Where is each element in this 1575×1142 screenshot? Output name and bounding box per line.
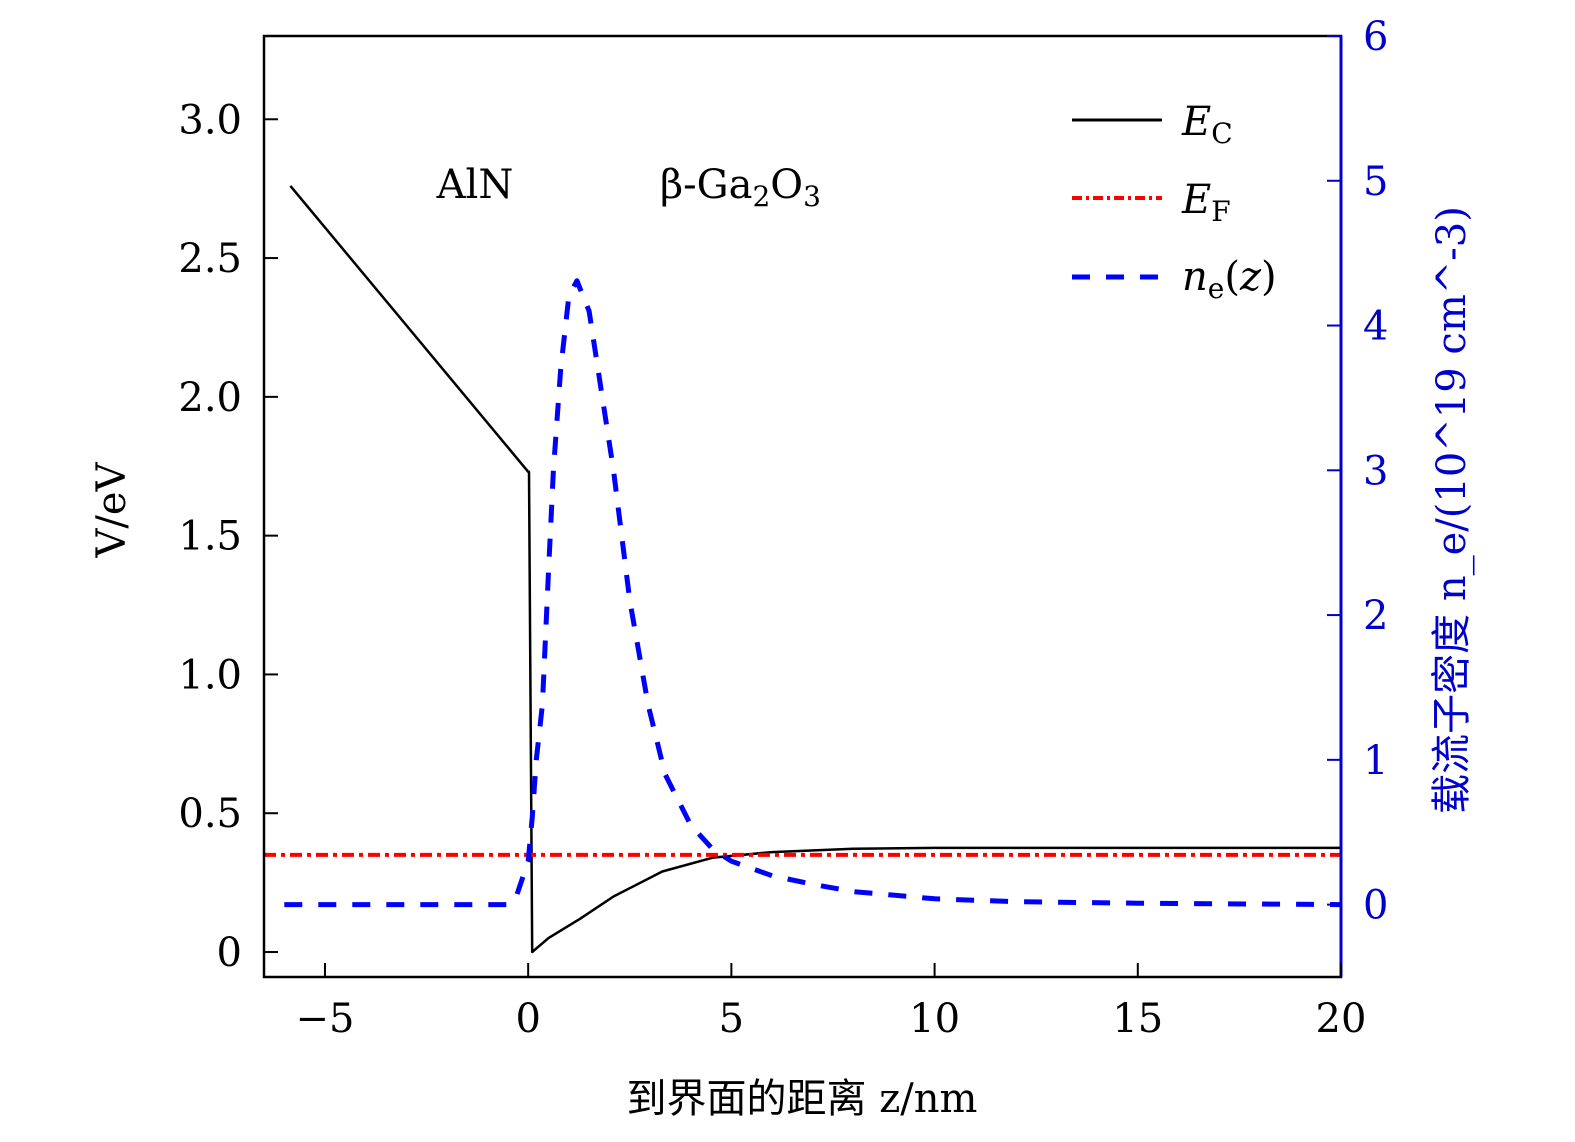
- y-tick-label: 3.0: [178, 97, 242, 143]
- y2-tick-label: 4: [1363, 304, 1388, 350]
- y-tick-label: 1.5: [178, 514, 242, 560]
- legend-label-ne: ne(z): [1182, 254, 1277, 305]
- x-tick-label: 5: [719, 996, 744, 1042]
- annotation-ga2o3: β-Ga2O3: [660, 162, 821, 213]
- y-tick-label: 2.5: [178, 236, 242, 282]
- y-tick-label: 1.0: [178, 652, 242, 698]
- y2-axis-label: 载流子密度 n_e/(10^19 cm^-3): [1429, 206, 1475, 814]
- x-tick-label: 20: [1316, 996, 1367, 1042]
- x-tick-label: 15: [1112, 996, 1163, 1042]
- y-tick-label: 0: [217, 930, 242, 976]
- x-tick-label: 10: [909, 996, 960, 1042]
- series-line-ne: [284, 278, 1342, 908]
- y-tick-label: 0.5: [178, 791, 242, 837]
- x-tick-label: 0: [515, 996, 540, 1042]
- y2-tick-label: 3: [1363, 448, 1388, 494]
- y2-tick-label: 6: [1363, 14, 1388, 60]
- series-line-ec: [289, 185, 1341, 954]
- x-axis-label: 到界面的距离 z/nm: [627, 1076, 978, 1122]
- legend-label-ef: EF: [1181, 177, 1231, 228]
- x-tick-label: −5: [295, 996, 354, 1042]
- annotation-aln: AlN: [436, 162, 514, 208]
- y2-tick-label: 0: [1363, 883, 1388, 929]
- y2-tick-label: 5: [1363, 159, 1388, 205]
- legend-label-ec: EC: [1181, 99, 1233, 150]
- y-tick-label: 2.0: [178, 375, 242, 421]
- y2-tick-label: 2: [1363, 593, 1388, 639]
- y2-tick-label: 1: [1363, 738, 1388, 784]
- legend: EC EF ne(z): [1072, 99, 1277, 305]
- y-axis-label: V/eV: [89, 461, 135, 558]
